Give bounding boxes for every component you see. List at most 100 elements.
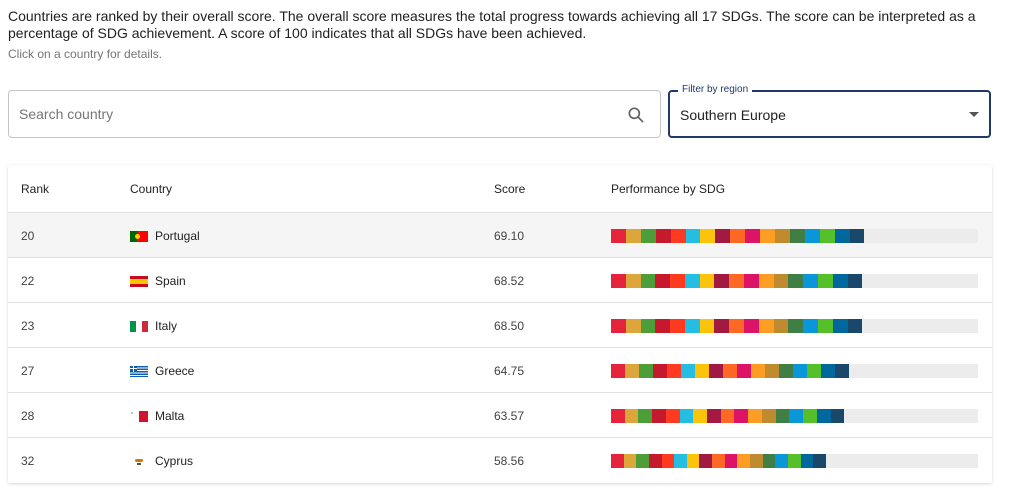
table-row[interactable]: 20 Portugal 69.10	[8, 213, 992, 258]
sdg-segment[interactable]	[813, 454, 826, 468]
table-row[interactable]: 32 Cyprus 58.56	[8, 438, 992, 483]
sdg-segment[interactable]	[748, 409, 762, 423]
sdg-segment[interactable]	[625, 319, 641, 333]
sdg-performance-bar[interactable]	[611, 364, 978, 378]
sdg-segment[interactable]	[624, 409, 639, 423]
sdg-segment[interactable]	[762, 454, 776, 468]
country-name[interactable]: Cyprus	[155, 454, 194, 468]
sdg-segment[interactable]	[636, 454, 649, 468]
sdg-segment[interactable]	[670, 319, 685, 333]
sdg-performance-bar[interactable]	[611, 319, 978, 333]
sdg-segment[interactable]	[714, 274, 730, 288]
sdg-segment[interactable]	[830, 409, 845, 423]
header-country[interactable]: Country	[130, 182, 173, 196]
sdg-segment[interactable]	[715, 229, 731, 243]
sdg-segment[interactable]	[625, 274, 641, 288]
country-name[interactable]: Malta	[155, 409, 185, 423]
sdg-segment[interactable]	[787, 454, 801, 468]
sdg-segment[interactable]	[665, 409, 680, 423]
country-name[interactable]: Greece	[155, 364, 195, 378]
sdg-segment[interactable]	[788, 319, 804, 333]
sdg-segment[interactable]	[623, 454, 637, 468]
sdg-segment[interactable]	[699, 319, 715, 333]
sdg-segment[interactable]	[750, 454, 763, 468]
sdg-segment[interactable]	[611, 409, 625, 423]
sdg-segment[interactable]	[820, 364, 835, 378]
sdg-segment[interactable]	[694, 364, 709, 378]
country-cell[interactable]: Greece	[130, 364, 194, 378]
sdg-segment[interactable]	[847, 319, 863, 333]
sdg-segment[interactable]	[788, 274, 804, 288]
sdg-segment[interactable]	[638, 364, 653, 378]
sdg-segment[interactable]	[685, 229, 701, 243]
sdg-segment[interactable]	[700, 229, 716, 243]
sdg-segment[interactable]	[760, 229, 775, 243]
table-row[interactable]: 27 Greece 64.75	[8, 348, 992, 393]
sdg-segment[interactable]	[803, 274, 818, 288]
sdg-segment[interactable]	[686, 454, 700, 468]
country-name[interactable]: Spain	[155, 274, 186, 288]
sdg-segment[interactable]	[792, 364, 807, 378]
sdg-segment[interactable]	[720, 409, 735, 423]
sdg-performance-bar[interactable]	[611, 409, 978, 423]
sdg-segment[interactable]	[684, 274, 700, 288]
sdg-segment[interactable]	[655, 274, 671, 288]
sdg-segment[interactable]	[729, 274, 745, 288]
country-cell[interactable]: Italy	[130, 319, 177, 333]
sdg-segment[interactable]	[730, 229, 746, 243]
sdg-segment[interactable]	[611, 364, 625, 378]
sdg-segment[interactable]	[737, 454, 751, 468]
sdg-segment[interactable]	[789, 409, 804, 423]
sdg-segment[interactable]	[789, 229, 805, 243]
sdg-segment[interactable]	[834, 364, 849, 378]
sdg-segment[interactable]	[817, 274, 833, 288]
sdg-segment[interactable]	[640, 229, 656, 243]
sdg-segment[interactable]	[849, 229, 865, 243]
country-name[interactable]: Portugal	[155, 229, 200, 243]
sdg-segment[interactable]	[816, 409, 831, 423]
sdg-segment[interactable]	[834, 229, 850, 243]
sdg-segment[interactable]	[773, 274, 789, 288]
sdg-segment[interactable]	[803, 409, 817, 423]
country-name[interactable]: Italy	[155, 319, 178, 333]
sdg-segment[interactable]	[640, 274, 656, 288]
sdg-segment[interactable]	[724, 454, 738, 468]
sdg-segment[interactable]	[803, 319, 818, 333]
sdg-segment[interactable]	[806, 364, 821, 378]
sdg-segment[interactable]	[625, 229, 641, 243]
country-cell[interactable]: Portugal	[130, 229, 200, 243]
sdg-segment[interactable]	[744, 274, 759, 288]
sdg-segment[interactable]	[699, 454, 713, 468]
sdg-segment[interactable]	[611, 319, 626, 333]
sdg-segment[interactable]	[652, 364, 667, 378]
sdg-segment[interactable]	[611, 229, 626, 243]
sdg-segment[interactable]	[758, 319, 774, 333]
sdg-segment[interactable]	[722, 364, 737, 378]
sdg-segment[interactable]	[764, 364, 779, 378]
sdg-segment[interactable]	[707, 409, 721, 423]
sdg-segment[interactable]	[640, 319, 656, 333]
sdg-segment[interactable]	[775, 454, 788, 468]
sdg-segment[interactable]	[652, 409, 666, 423]
sdg-segment[interactable]	[778, 364, 793, 378]
sdg-segment[interactable]	[680, 364, 695, 378]
sdg-segment[interactable]	[699, 274, 715, 288]
sdg-segment[interactable]	[684, 319, 700, 333]
sdg-segment[interactable]	[674, 454, 687, 468]
sdg-segment[interactable]	[804, 229, 820, 243]
sdg-segment[interactable]	[670, 229, 686, 243]
region-filter-select[interactable]: Filter by region Southern Europe	[668, 84, 991, 138]
sdg-segment[interactable]	[736, 364, 751, 378]
country-cell[interactable]: Spain	[130, 274, 186, 288]
country-cell[interactable]: Malta	[130, 409, 184, 423]
sdg-segment[interactable]	[744, 319, 759, 333]
sdg-segment[interactable]	[800, 454, 814, 468]
sdg-segment[interactable]	[774, 229, 790, 243]
chevron-down-icon[interactable]	[969, 112, 979, 117]
search-icon[interactable]	[626, 105, 646, 125]
sdg-segment[interactable]	[750, 364, 765, 378]
table-row[interactable]: 23 Italy 68.50	[8, 303, 992, 348]
sdg-segment[interactable]	[745, 229, 761, 243]
sdg-segment[interactable]	[817, 319, 833, 333]
sdg-segment[interactable]	[832, 274, 848, 288]
